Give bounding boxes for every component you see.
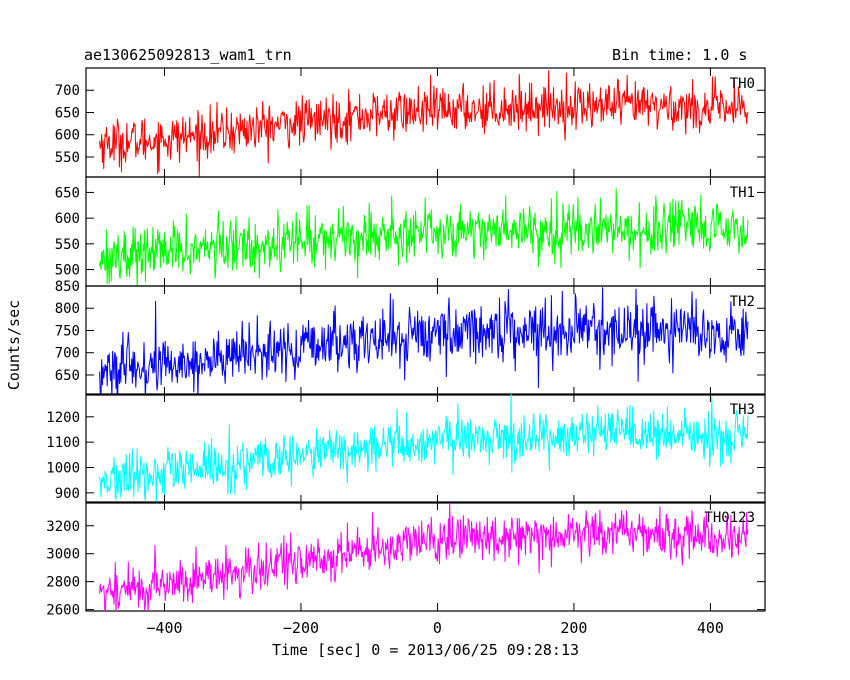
y-tick-label: 650 xyxy=(55,368,80,384)
y-tick-label: 900 xyxy=(55,486,80,502)
y-tick-label: 700 xyxy=(55,83,80,99)
panel-label-th3: TH3 xyxy=(730,402,755,418)
series-th0 xyxy=(99,70,749,177)
y-axis-label: Counts/sec xyxy=(5,300,23,390)
y-tick-label: 600 xyxy=(55,211,80,227)
y-tick-label: 850 xyxy=(55,279,80,295)
panel-label-th0123: TH0123 xyxy=(704,510,755,526)
series-th0123 xyxy=(99,502,749,611)
y-tick-label: 1000 xyxy=(46,461,80,477)
panel-label-th1: TH1 xyxy=(730,185,755,201)
x-tick-label: −200 xyxy=(283,619,319,637)
y-tick-label: 3200 xyxy=(46,519,80,535)
series-th3 xyxy=(99,394,749,503)
y-tick-label: 650 xyxy=(55,185,80,201)
panel-frame-th3 xyxy=(85,393,766,504)
y-tick-label: 650 xyxy=(55,105,80,121)
y-tick-label: 550 xyxy=(55,150,80,166)
y-tick-label: 700 xyxy=(55,346,80,362)
chart-title: ae130625092813_wam1_trn xyxy=(84,46,292,64)
y-tick-label: 1100 xyxy=(46,435,80,451)
panel-label-th2: TH2 xyxy=(730,294,755,310)
bin-time-label: Bin time: 1.0 s xyxy=(612,46,748,64)
panel-frame-th0 xyxy=(85,67,766,178)
y-tick-label: 1200 xyxy=(46,410,80,426)
y-tick-label: 2600 xyxy=(46,603,80,619)
panel-frame-th0123 xyxy=(85,501,766,612)
x-tick-label: 200 xyxy=(560,619,587,637)
x-tick-label: 0 xyxy=(433,619,442,637)
series-th2 xyxy=(99,287,749,395)
panel-label-th0: TH0 xyxy=(730,76,755,92)
y-tick-label: 550 xyxy=(55,237,80,253)
x-axis-label: Time [sec] 0 = 2013/06/25 09:28:13 xyxy=(272,641,579,659)
y-tick-label: 800 xyxy=(55,301,80,317)
x-tick-label: 400 xyxy=(697,619,724,637)
y-tick-label: 3000 xyxy=(46,547,80,563)
x-tick-label: −400 xyxy=(146,619,182,637)
y-tick-label: 750 xyxy=(55,323,80,339)
y-tick-label: 600 xyxy=(55,128,80,144)
y-tick-label: 2800 xyxy=(46,575,80,591)
panel-frame-th2 xyxy=(85,285,766,396)
y-tick-label: 500 xyxy=(55,263,80,279)
series-th1 xyxy=(99,188,749,286)
